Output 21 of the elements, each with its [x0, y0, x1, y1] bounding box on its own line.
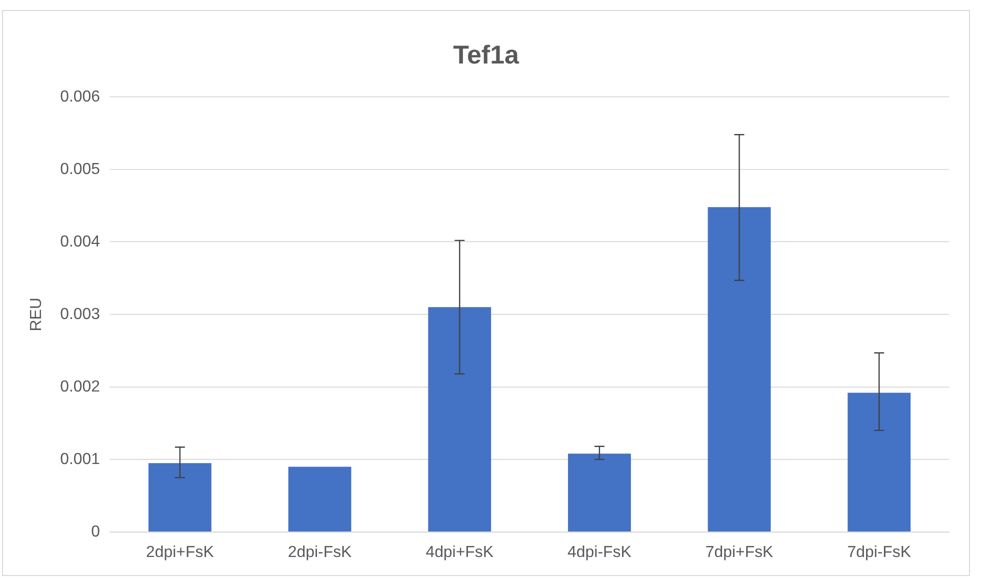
y-tick-label: 0.004: [60, 233, 100, 250]
bar: [568, 454, 631, 532]
y-tick-label: 0: [91, 523, 100, 540]
x-tick-label: 7dpi+FsK: [705, 544, 774, 561]
y-axis-title: REU: [28, 298, 45, 332]
bar: [848, 392, 911, 532]
x-tick-label: 2dpi-FsK: [288, 544, 352, 561]
x-tick-label: 4dpi-FsK: [568, 544, 632, 561]
bar: [708, 207, 771, 532]
bar: [428, 307, 492, 532]
x-tick-label: 4dpi+FsK: [426, 544, 494, 561]
y-tick-label: 0.002: [60, 378, 100, 396]
y-tick-label: 0.003: [60, 306, 100, 323]
bar: [288, 466, 352, 532]
x-tick-label: 7dpi-FsK: [847, 544, 912, 561]
x-tick-label: 2dpi+FsK: [146, 544, 214, 561]
y-tick-label: 0.001: [60, 450, 100, 468]
y-tick-label: 0.006: [60, 88, 100, 106]
bar: [148, 463, 212, 532]
y-tick-label: 0.005: [60, 160, 100, 178]
chart-title: Tef1a: [453, 42, 520, 70]
